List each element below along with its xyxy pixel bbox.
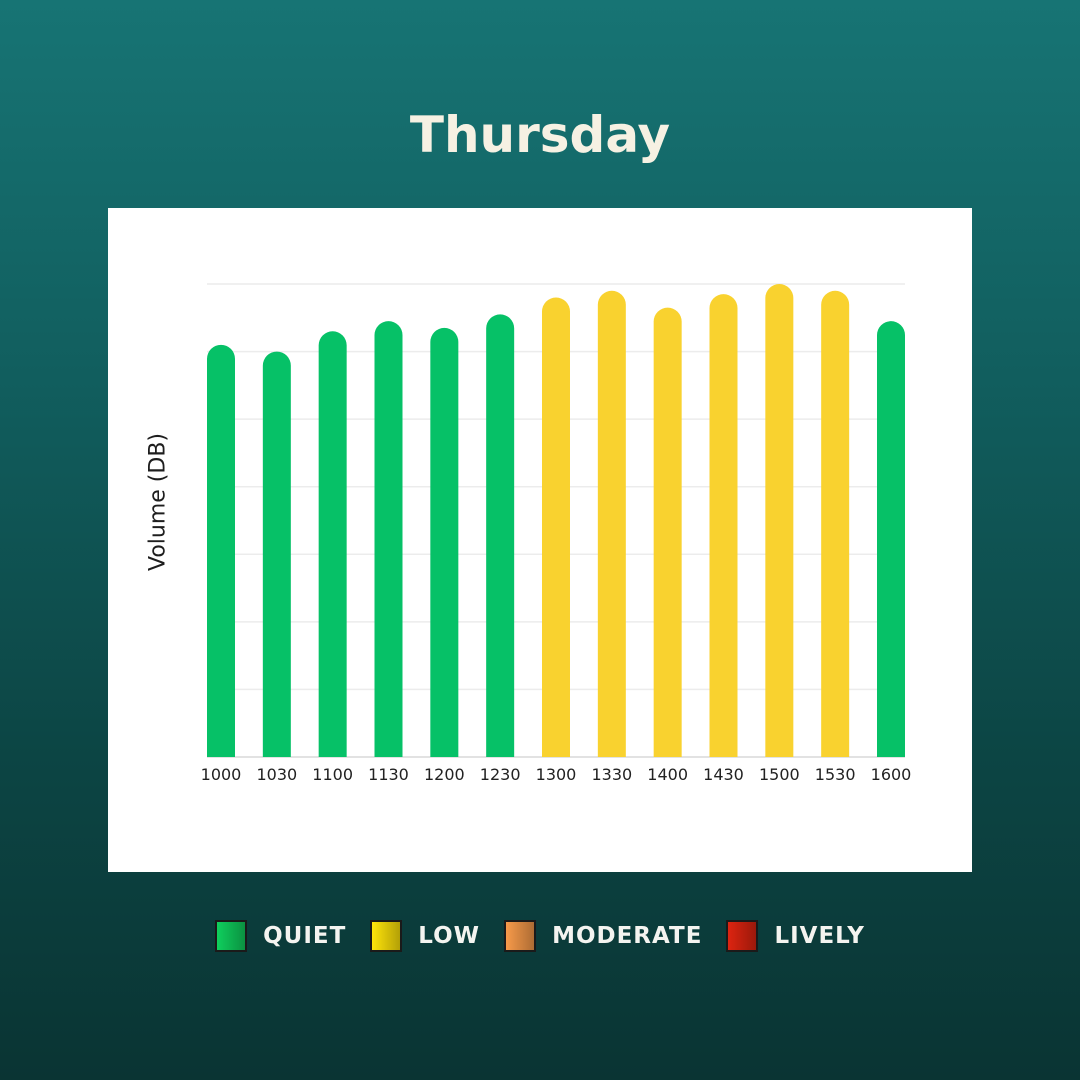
x-tick-label-1600: 1600 — [871, 765, 912, 784]
legend-label-lively: LIVELY — [774, 923, 865, 949]
legend-swatch-quiet — [215, 920, 248, 952]
legend-swatch-low — [370, 920, 403, 952]
legend-label-quiet: QUIET — [263, 923, 347, 949]
x-tick-label-1230: 1230 — [480, 765, 521, 784]
chart-title: Thursday — [409, 106, 671, 164]
legend-item-lively: LIVELY — [726, 920, 864, 952]
bar-1000 — [207, 344, 235, 757]
x-tick-label-1130: 1130 — [368, 765, 409, 784]
bar-1500 — [765, 284, 794, 757]
x-tick-label-1300: 1300 — [536, 765, 577, 784]
bar-1400 — [653, 307, 682, 757]
x-tick-label-1530: 1530 — [815, 765, 856, 784]
legend-item-low: LOW — [370, 920, 480, 952]
legend: QUIET LOW MODERATE LIVELY — [0, 920, 1080, 952]
bar-1230 — [486, 314, 515, 757]
bar-1100 — [318, 331, 347, 757]
x-tick-label-1100: 1100 — [312, 765, 353, 784]
y-axis-label: Volume (DB) — [145, 432, 171, 572]
x-tick-label-1430: 1430 — [703, 765, 744, 784]
bar-1430 — [709, 294, 738, 757]
bar-1530 — [821, 290, 850, 757]
legend-swatch-moderate — [504, 920, 537, 952]
x-tick-label-1030: 1030 — [256, 765, 297, 784]
legend-item-quiet: QUIET — [215, 920, 346, 952]
bars — [207, 284, 905, 757]
bar-1300 — [542, 297, 570, 757]
x-tick-label-1400: 1400 — [647, 765, 688, 784]
legend-swatch-lively — [726, 920, 759, 952]
bar-1130 — [374, 321, 403, 757]
bar-1330 — [597, 290, 626, 757]
x-tick-labels: 1000 1030 1100 1130 1200 1230 1300 1330 1400 1430… — [201, 765, 912, 784]
x-tick-label-1500: 1500 — [759, 765, 800, 784]
x-tick-label-1200: 1200 — [424, 765, 465, 784]
x-tick-label-1000: 1000 — [201, 765, 242, 784]
legend-label-low: LOW — [418, 923, 481, 949]
x-tick-label-1330: 1330 — [591, 765, 632, 784]
legend-item-moderate: MODERATE — [504, 920, 702, 952]
bar-1030 — [262, 351, 291, 757]
bar-1200 — [430, 327, 459, 757]
legend-label-moderate: MODERATE — [552, 923, 703, 949]
bar-1600 — [877, 321, 905, 757]
